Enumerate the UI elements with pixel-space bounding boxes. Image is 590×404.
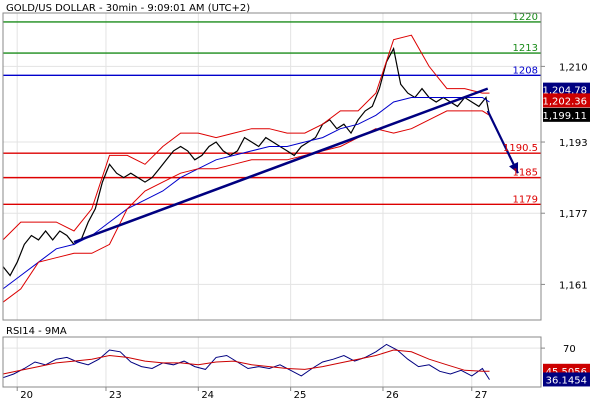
x-tick-label: 27 <box>475 390 488 400</box>
main-ytick-label: 1,210 <box>559 62 588 73</box>
series-price <box>2 46 491 277</box>
main-badge-label: 1,202.36 <box>542 96 587 107</box>
support-trendline <box>73 87 489 244</box>
main-plot-border <box>2 12 542 321</box>
main-badge-label: 1,199.11 <box>542 111 587 122</box>
level-label-1190.5: 1190.5 <box>503 143 538 154</box>
rsi-badge-bg <box>543 372 590 387</box>
rsi-series-RSI14 <box>2 343 490 380</box>
trendline-group <box>73 87 519 244</box>
x-tick-label: 24 <box>201 390 214 400</box>
x-axis: 20 23 24 25 26 27 <box>16 387 488 401</box>
main-badge-bg <box>543 93 590 108</box>
rsi-series <box>2 343 490 380</box>
main-series <box>2 34 491 303</box>
rsi-grid <box>3 337 541 387</box>
x-tick-label: 20 <box>20 390 33 400</box>
rsi-chart-title: RSI14 - 9MA <box>6 326 67 337</box>
rsi-badge-label: 45.5056 <box>546 367 587 378</box>
rsi-badge-label: 36.1454 <box>546 375 587 386</box>
main-badge-bg <box>543 107 590 122</box>
main-price-badges: 1,204.781,202.36 1,199.11 <box>542 82 590 122</box>
x-tick-label: 25 <box>294 390 307 400</box>
series-band-2 <box>2 34 490 241</box>
rsi-ytick-label: 70 <box>563 344 576 355</box>
main-ytick-label: 1,193 <box>559 138 588 149</box>
main-badge-label: 1,204.78 <box>542 86 587 97</box>
main-y-axis: 1,161 1,177 1,193 1,210 <box>541 62 588 291</box>
series-band-3 <box>2 110 490 303</box>
rsi-y-axis: 70 <box>541 344 576 355</box>
rsi-plot-background <box>3 337 541 387</box>
level-label-1185: 1185 <box>513 168 538 179</box>
x-tick-label: 26 <box>386 390 399 400</box>
forecast-arrow-head <box>509 161 519 174</box>
main-badge-bg <box>543 82 590 97</box>
level-labels: 1220 1213 1208 1190.5 1185 1179 <box>503 12 538 205</box>
rsi-plot-border <box>2 336 542 388</box>
level-label-1213: 1213 <box>513 43 538 54</box>
main-ytick-label: 1,161 <box>559 280 588 291</box>
forecast-arrow-shaft <box>486 110 519 174</box>
level-label-1220: 1220 <box>513 12 538 23</box>
level-label-1208: 1208 <box>513 65 538 76</box>
level-label-1179: 1179 <box>513 194 538 205</box>
main-ytick-label: 1,177 <box>559 209 588 220</box>
x-tick-label: 23 <box>109 390 122 400</box>
horizontal-levels <box>3 21 541 206</box>
rsi-series-9MA <box>2 349 490 375</box>
main-plot-background <box>3 13 541 320</box>
main-chart-title: GOLD/US DOLLAR - 30min - 9:09:01 AM (UTC… <box>6 3 250 14</box>
